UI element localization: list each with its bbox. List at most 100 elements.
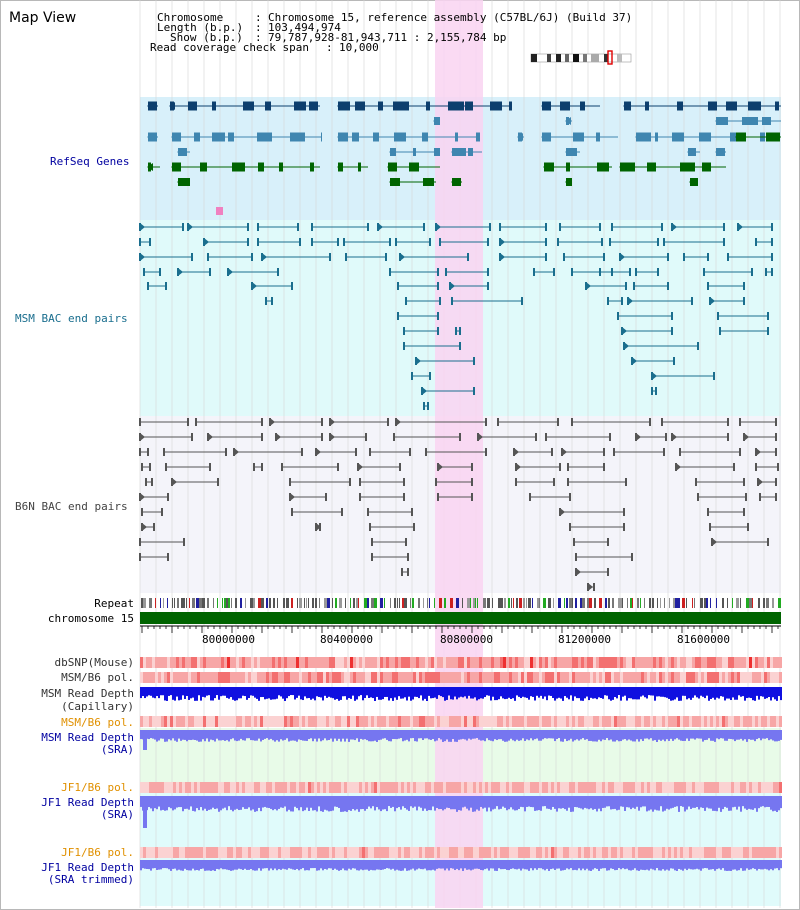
b6n-bac-pairs[interactable] <box>139 418 779 591</box>
heatmap-cell <box>152 672 155 683</box>
heatmap-cell <box>611 782 614 793</box>
heatmap-cell <box>485 847 488 858</box>
heatmap-cell <box>557 847 560 858</box>
repeat-bar <box>189 598 190 608</box>
depth-bar <box>754 860 756 869</box>
heatmap-cell <box>167 657 170 668</box>
depth-bar <box>298 796 300 811</box>
depth-bar <box>736 687 738 700</box>
heatmap-cell <box>479 716 482 727</box>
depth-bar <box>418 796 420 807</box>
track-label-b6n-bac[interactable]: B6N BAC end pairs <box>15 500 128 513</box>
depth-bar <box>532 796 534 808</box>
bac-end <box>195 418 197 426</box>
depth-bar <box>524 687 526 698</box>
track-label-msm-pol-1[interactable]: MSM/B6 pol. <box>61 671 134 684</box>
repeat-bar <box>364 598 367 608</box>
depth-bar <box>584 860 586 871</box>
heatmap-cell <box>608 716 611 727</box>
depth-bar <box>240 860 242 870</box>
heatmap-cell <box>530 716 533 727</box>
heatmap-cell <box>473 716 476 727</box>
depth-bar <box>416 730 418 742</box>
gene-exon <box>468 148 473 156</box>
depth-bar <box>268 687 270 699</box>
heatmap-cell <box>716 847 719 858</box>
track-label-jf1-pol-1[interactable]: JF1/B6 pol. <box>61 781 134 794</box>
info-chromosome-key: Chromosome <box>157 11 224 24</box>
depth-bar <box>686 796 688 810</box>
heatmap-cell <box>305 847 308 858</box>
heatmap-cell <box>674 782 677 793</box>
depth-bar <box>192 860 194 869</box>
depth-bar <box>472 730 474 739</box>
depth-bar <box>536 860 538 870</box>
heatmap-cell <box>743 847 746 858</box>
depth-bar <box>504 796 506 808</box>
track-label-msm-depth-sra[interactable]: MSM Read Depth <box>41 731 134 744</box>
track-label-msm-bac[interactable]: MSM BAC end pairs <box>15 312 128 325</box>
depth-bar <box>542 796 544 807</box>
depth-bar <box>780 796 782 809</box>
bac-arrow <box>140 223 145 231</box>
depth-bar <box>692 687 694 698</box>
depth-bar <box>254 687 256 698</box>
depth-bar <box>710 730 712 741</box>
depth-bar <box>208 860 210 871</box>
bac-end <box>633 282 635 290</box>
depth-bar <box>596 730 598 742</box>
gene-exon <box>742 117 758 125</box>
track-label-msm-pol-2[interactable]: MSM/B6 pol. <box>61 716 134 729</box>
depth-bar <box>602 730 604 740</box>
heatmap-cell <box>332 847 335 858</box>
heatmap-cell <box>341 672 344 683</box>
depth-bar <box>716 860 718 870</box>
heatmap-cell <box>662 782 665 793</box>
bac-end <box>623 523 625 531</box>
heatmap-cell <box>719 672 722 683</box>
depth-bar <box>680 687 682 701</box>
heatmap-cell <box>725 782 728 793</box>
bac-end <box>777 463 779 471</box>
track-label-dbsnp[interactable]: dbSNP(Mouse) <box>54 656 134 669</box>
heatmap-cell <box>650 782 653 793</box>
heatmap-cell <box>578 782 581 793</box>
chromosome-ideogram[interactable] <box>530 50 632 65</box>
heatmap-cell <box>599 657 602 668</box>
selection-highlight[interactable] <box>435 0 483 908</box>
gene-exon <box>422 132 428 142</box>
bac-end <box>767 327 769 335</box>
depth-bar <box>756 687 758 696</box>
heatmap-cell <box>170 782 173 793</box>
depth-bar <box>186 860 188 871</box>
heatmap-cell <box>758 716 761 727</box>
heatmap-cell <box>284 657 287 668</box>
heatmap-cell <box>647 716 650 727</box>
heatmap-cell <box>569 657 572 668</box>
depth-bar <box>258 687 260 701</box>
heatmap-cell <box>440 657 443 668</box>
track-label-refseq[interactable]: RefSeq Genes <box>50 155 130 168</box>
heatmap-cell <box>620 782 623 793</box>
heatmap-cell <box>188 657 191 668</box>
gene-strand-arrow <box>565 117 571 125</box>
depth-bar <box>328 687 330 697</box>
bac-arrow <box>738 223 743 231</box>
heatmap-cell <box>773 672 776 683</box>
msm-bac-pairs[interactable] <box>139 223 773 410</box>
heatmap-cell <box>437 657 440 668</box>
depth-bar <box>770 860 772 870</box>
depth-bar <box>302 730 304 741</box>
gene-exon <box>265 101 271 111</box>
track-label-jf1-pol-2[interactable]: JF1/B6 pol. <box>61 846 134 859</box>
refseq-gene-models[interactable] <box>147 101 781 216</box>
depth-bar <box>356 796 358 810</box>
depth-bar <box>660 860 662 871</box>
heatmap-cell <box>224 847 227 858</box>
depth-bar <box>454 860 456 871</box>
track-label-jf1-depth[interactable]: JF1 Read Depth <box>41 796 134 809</box>
heatmap-cell <box>209 716 212 727</box>
bac-arrow <box>672 433 677 441</box>
track-label-jf1-depth-trimmed[interactable]: JF1 Read Depth <box>41 861 134 874</box>
track-label-msm-depth-capillary[interactable]: MSM Read Depth <box>41 687 134 700</box>
